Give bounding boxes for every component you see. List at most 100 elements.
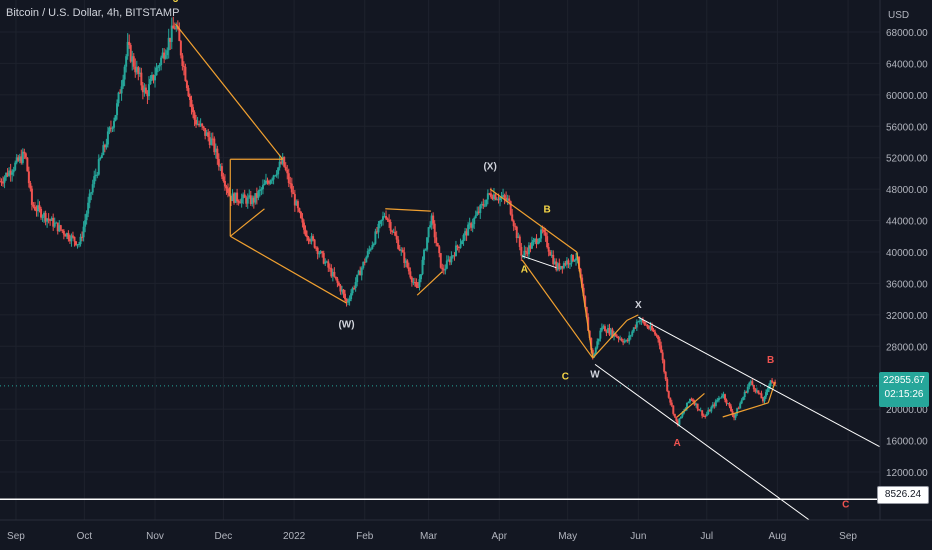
candle-body — [359, 270, 362, 276]
price-tick-label: 12000.00 — [886, 468, 928, 479]
orange-trendline[interactable] — [229, 208, 265, 237]
candle-body — [201, 123, 204, 127]
candle-body — [492, 194, 495, 200]
candle-body — [351, 287, 354, 294]
candle-body — [423, 249, 426, 260]
candle-body — [135, 67, 138, 73]
candle-body — [161, 52, 164, 58]
candle-body — [727, 403, 730, 405]
candle-body — [204, 127, 207, 136]
orange-trendline[interactable] — [722, 402, 769, 418]
candle-body — [416, 286, 419, 288]
candle-body — [137, 67, 140, 75]
orange-trendline[interactable] — [416, 271, 443, 296]
candle-body — [746, 386, 749, 393]
candle-body — [442, 269, 445, 271]
candle-body — [453, 255, 456, 257]
candle-body — [540, 229, 543, 239]
wave-label: 5 — [173, 0, 179, 5]
orange-trendline[interactable] — [521, 259, 594, 359]
candle-body — [451, 255, 454, 257]
candle-body — [312, 236, 315, 240]
wave-label: A — [521, 264, 528, 275]
price-axis[interactable]: USD12000.0016000.0020000.0024000.0028000… — [879, 0, 932, 550]
candle-body — [375, 231, 378, 233]
candle-body — [374, 231, 377, 244]
candle-body — [410, 277, 413, 283]
candle-body — [289, 183, 292, 185]
candle-body — [581, 277, 584, 288]
candle-body — [243, 194, 246, 198]
candle-body — [43, 212, 46, 217]
orange-trendline[interactable] — [229, 235, 347, 304]
orange-trendline[interactable] — [576, 251, 594, 359]
candle-body — [499, 197, 502, 201]
candle-body — [749, 381, 752, 383]
symbol-title[interactable]: Bitcoin / U.S. Dollar, 4h, BITSTAMP — [6, 7, 180, 19]
candle-body — [59, 225, 62, 230]
candle-body — [733, 415, 736, 418]
candle-body — [70, 235, 73, 242]
price-tick-label: 40000.00 — [886, 248, 928, 259]
candle-body — [146, 93, 149, 97]
candle-body — [527, 245, 530, 255]
candle-body — [482, 204, 485, 206]
candle-body — [220, 166, 223, 177]
candle-body — [663, 360, 666, 372]
orange-trendline[interactable] — [626, 314, 639, 321]
candle-body — [480, 204, 483, 206]
candle-body — [699, 410, 702, 412]
candle-body — [739, 403, 742, 409]
orange-trendline[interactable] — [385, 208, 431, 212]
price-tick-label: 56000.00 — [886, 122, 928, 133]
candle-body — [293, 194, 296, 206]
orange-trendline[interactable] — [489, 188, 578, 253]
candle-body — [306, 235, 309, 238]
candle-body — [269, 180, 272, 184]
candle-body — [533, 238, 536, 241]
candle-body — [509, 201, 512, 215]
candle-body — [64, 234, 67, 237]
channel-trendline[interactable] — [521, 255, 557, 269]
candle-body — [430, 215, 433, 226]
candle-body — [751, 381, 754, 386]
trendline-drawings[interactable] — [0, 23, 881, 550]
orange-trendline[interactable] — [676, 392, 705, 418]
candle-body — [216, 148, 219, 160]
candle-body — [91, 184, 94, 193]
candle-body — [327, 261, 330, 268]
candle-body — [734, 413, 737, 418]
time-axis[interactable]: Sep Oct Nov Dec 2022 Feb Mar Apr May Jun Jul Aug Sep — [0, 519, 932, 550]
price-axis-background — [880, 0, 932, 550]
candle-body — [87, 202, 90, 214]
candle-body — [299, 211, 302, 219]
candle-body — [763, 396, 766, 402]
candle-body — [622, 340, 625, 343]
candle-body — [611, 329, 614, 337]
orange-trendline[interactable] — [592, 319, 628, 359]
candle-body — [141, 85, 144, 93]
candle-body — [217, 159, 220, 167]
channel-trendline[interactable] — [638, 316, 881, 448]
candle-body — [255, 193, 258, 198]
candle-body — [304, 229, 307, 236]
orange-trendline[interactable] — [767, 381, 776, 404]
candle-body — [570, 254, 573, 264]
candle-body — [649, 325, 652, 329]
candle-body — [687, 401, 690, 403]
candle-body — [233, 193, 236, 203]
candle-body — [47, 218, 50, 220]
candle-body — [407, 267, 410, 272]
time-axis-background — [0, 520, 932, 550]
time-tick-label: Aug — [769, 531, 787, 542]
candle-body — [175, 26, 178, 29]
candle-body — [657, 335, 660, 339]
candle-body — [348, 299, 351, 302]
candle-body — [184, 66, 187, 82]
candle-body — [337, 282, 340, 286]
candle-body — [82, 226, 85, 238]
candle-body — [292, 192, 295, 195]
candle-body — [742, 397, 745, 401]
orange-trendline[interactable] — [175, 23, 284, 160]
